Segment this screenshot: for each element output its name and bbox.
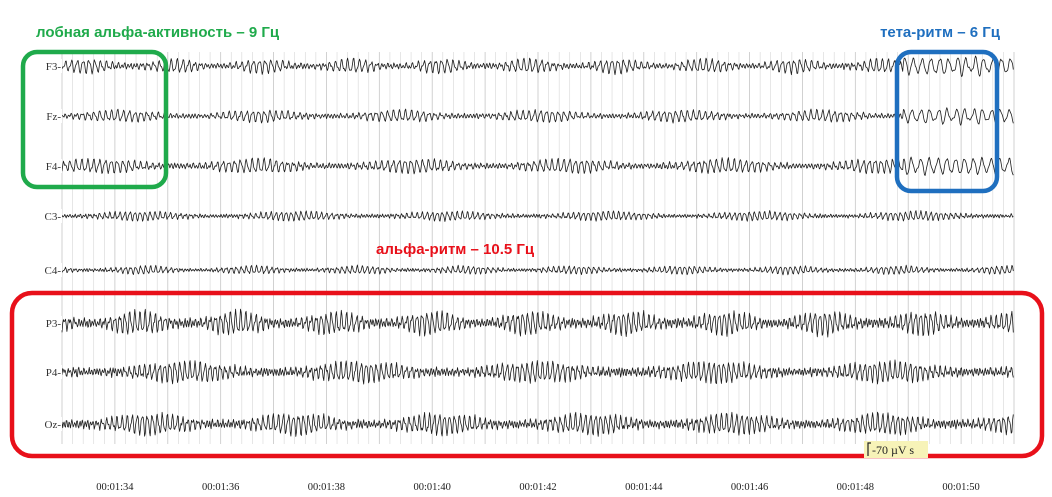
scale-bar-line [867,442,871,456]
time-axis: 00:01:34 00:01:36 00:01:38 00:01:40 00:01:42… [96,482,980,493]
trace-c4 [61,264,1014,276]
annotation-box [894,49,1000,194]
channel-label: F3- [46,61,62,73]
time-tick-label: 00:01:50 [942,482,979,493]
label-bg [32,109,62,123]
channel-label: P4- [46,367,62,379]
trace-f4 [61,156,1014,176]
time-tick-label: 00:01:44 [625,482,663,493]
label-bg [32,159,62,173]
eeg-traces [61,55,1014,437]
annotation-label: альфа-ритм – 10.5 Гц [376,241,535,258]
channel-label: C3- [45,211,62,223]
channel-label: P3- [46,318,62,330]
time-tick-label: 00:01:36 [202,482,239,493]
channel-label: F4- [46,161,62,173]
time-tick-label: 00:01:34 [96,482,134,493]
channel-label: C4- [45,265,62,277]
scale-bar-bg [864,441,928,458]
annotation-label: лобная альфа-активность – 9 Гц [36,24,280,41]
time-tick-label: 00:01:46 [731,482,768,493]
annotation-box [9,290,1045,459]
time-tick-label: 00:01:48 [837,482,874,493]
annotations: лобная альфа-активность – 9 Гц тета-ритм … [9,24,1045,459]
trace-p4 [61,359,1014,385]
channel-label: Fz- [46,111,61,123]
label-bg [32,263,62,277]
time-tick-label: 00:01:40 [414,482,451,493]
label-bg [32,365,62,379]
annotation-box [20,49,169,190]
time-tick-label: 00:01:42 [519,482,556,493]
label-bg [32,417,62,431]
label-bg [32,59,62,73]
label-bg [32,209,62,223]
trace-p3 [61,308,1014,338]
trace-oz [61,411,1014,437]
scale-bar: -70 µV s [864,441,928,458]
trace-fz [61,107,1014,126]
channel-labels: F3- Fz- F4- C3- C4- P3- P4- Oz- [32,59,62,431]
time-grid [61,52,1015,444]
scale-bar-label: -70 µV s [872,443,914,457]
label-bg [32,316,62,330]
trace-c3 [61,210,1014,222]
time-tick-label: 00:01:38 [308,482,345,493]
trace-f3 [61,55,1014,77]
annotation-label: тета-ритм – 6 Гц [880,24,1001,41]
channel-label: Oz- [45,419,62,431]
